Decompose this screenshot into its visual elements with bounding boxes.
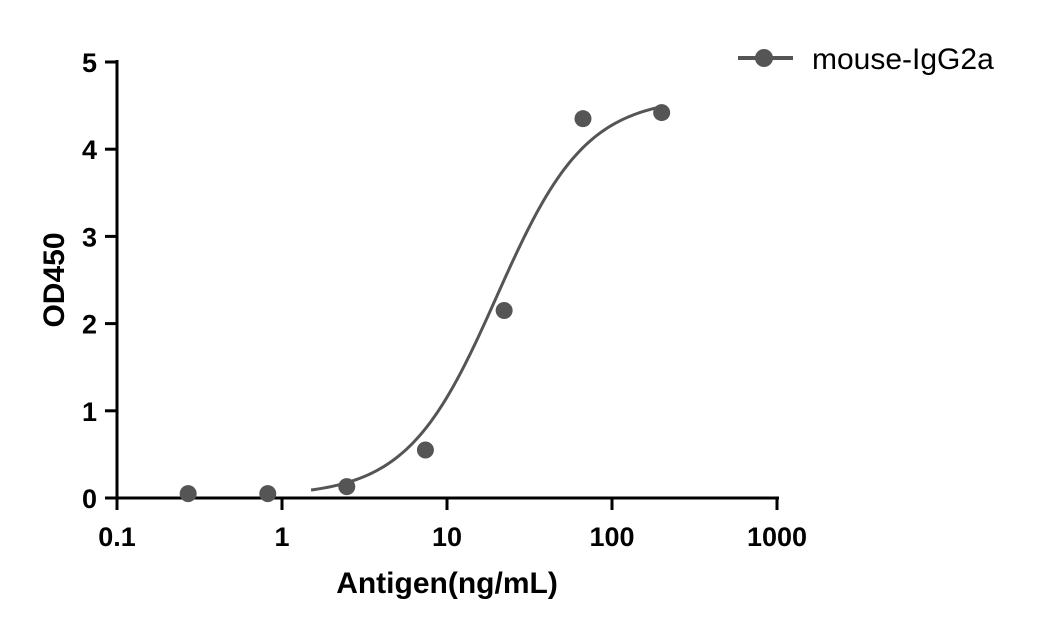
data-point	[259, 485, 277, 503]
y-tick-label: 4	[82, 135, 97, 165]
y-axis: 0 1 2 3 4 5	[82, 48, 119, 514]
data-point	[338, 478, 356, 496]
x-tick-label: 1	[274, 522, 289, 552]
legend-label: mouse-IgG2a	[812, 43, 994, 76]
x-axis-title: Antigen(ng/mL)	[336, 567, 558, 600]
data-points	[179, 104, 671, 503]
y-tick-label: 0	[82, 484, 97, 514]
legend-marker	[755, 49, 773, 67]
y-tick-label: 5	[82, 48, 97, 78]
x-tick-label: 100	[589, 522, 634, 552]
y-tick-label: 3	[82, 222, 97, 252]
legend: mouse-IgG2a	[738, 43, 994, 76]
data-point	[179, 485, 197, 503]
x-tick-label: 10	[432, 522, 462, 552]
y-tick-label: 2	[82, 310, 97, 340]
data-point	[653, 104, 671, 122]
y-axis-title: OD450	[38, 232, 71, 327]
data-point	[574, 110, 592, 128]
fit-curve	[310, 105, 662, 492]
y-tick-label: 1	[82, 397, 97, 427]
fit-curve-layer	[310, 105, 662, 492]
data-point	[416, 441, 434, 459]
x-tick-label: 0.1	[98, 522, 136, 552]
data-point	[495, 302, 513, 320]
x-tick-label: 1000	[747, 522, 807, 552]
x-axis: 0.1 1 10 100 1000	[98, 496, 807, 552]
